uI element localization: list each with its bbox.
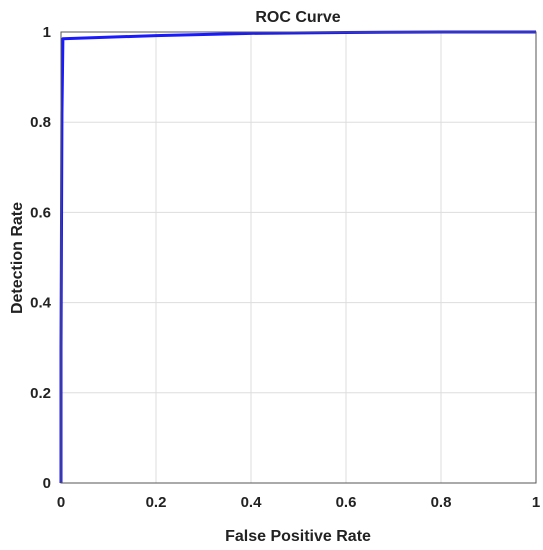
roc-curve-line — [59, 30, 536, 483]
y-axis-label: Detection Rate — [9, 202, 26, 314]
y-tick-label: 0.2 — [30, 385, 51, 402]
series-layer — [59, 30, 536, 483]
y-tick-label: 0 — [43, 475, 51, 492]
y-tick-label: 1 — [43, 24, 51, 41]
x-axis-label: False Positive Rate — [225, 528, 371, 545]
x-tick-label: 0.6 — [336, 494, 357, 511]
grid — [60, 31, 537, 484]
plot-frame — [60, 31, 537, 484]
y-tick-label: 0.4 — [30, 295, 52, 312]
x-tick-label: 0.8 — [431, 494, 452, 511]
chart-title: ROC Curve — [255, 9, 340, 26]
x-tick-label: 1 — [532, 494, 540, 511]
x-tick-label: 0.2 — [146, 494, 167, 511]
tick-labels: 0 0.2 0.4 0.6 0.8 1 0 0.2 0.4 0.6 0.8 1 — [30, 24, 540, 511]
y-tick-label: 0.8 — [30, 114, 51, 131]
x-tick-label: 0 — [57, 494, 65, 511]
x-tick-label: 0.4 — [241, 494, 263, 511]
y-tick-label: 0.6 — [30, 204, 51, 221]
